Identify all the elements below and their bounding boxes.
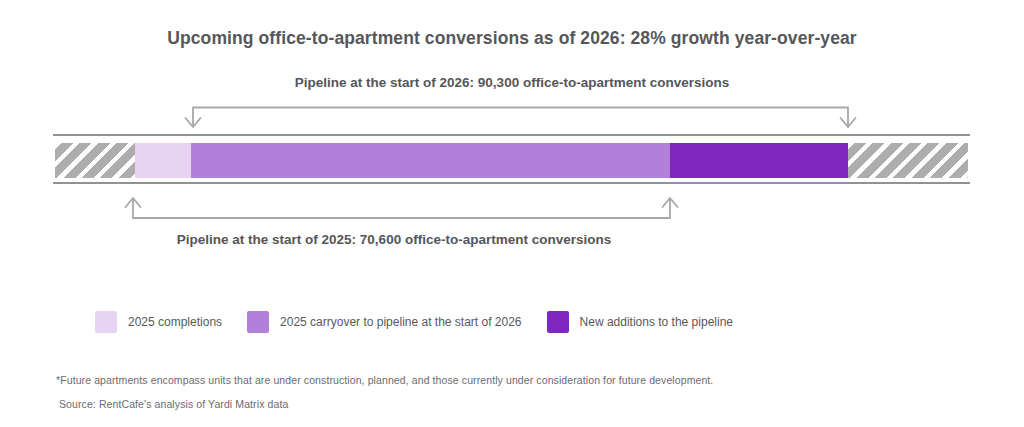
pipeline-bar [55, 143, 968, 178]
legend: 2025 completions 2025 carryover to pipeli… [95, 311, 733, 333]
bar-segment-2025-carryover-to-pipeline-at-the-start-of-2026 [191, 143, 670, 178]
bar-segment-right-hatched-outside-pipeline [848, 143, 968, 178]
source-note: Source: RentCafe's analysis of Yardi Mat… [59, 398, 288, 410]
legend-item-2: New additions to the pipeline [547, 311, 733, 333]
bar-segment-2025-completions [135, 143, 191, 178]
legend-item-0: 2025 completions [95, 311, 222, 333]
top-bracket [186, 108, 856, 128]
legend-swatch-icon [95, 311, 117, 333]
legend-item-1: 2025 carryover to pipeline at the start … [247, 311, 521, 333]
legend-label: New additions to the pipeline [580, 315, 733, 329]
legend-label: 2025 completions [128, 315, 222, 329]
footnote: *Future apartments encompass units that … [56, 374, 713, 386]
chart-canvas: Upcoming office-to-apartment conversions… [0, 0, 1024, 427]
bottom-bracket [126, 198, 678, 218]
bar-segment-left-hatched-outside-pipeline [55, 143, 135, 178]
brackets-and-rails [0, 0, 1024, 427]
bar-segment-new-additions-to-the-pipeline [670, 143, 848, 178]
legend-swatch-icon [247, 311, 269, 333]
pipeline-2025-annotation: Pipeline at the start of 2025: 70,600 of… [0, 232, 788, 247]
legend-swatch-icon [547, 311, 569, 333]
legend-label: 2025 carryover to pipeline at the start … [280, 315, 521, 329]
